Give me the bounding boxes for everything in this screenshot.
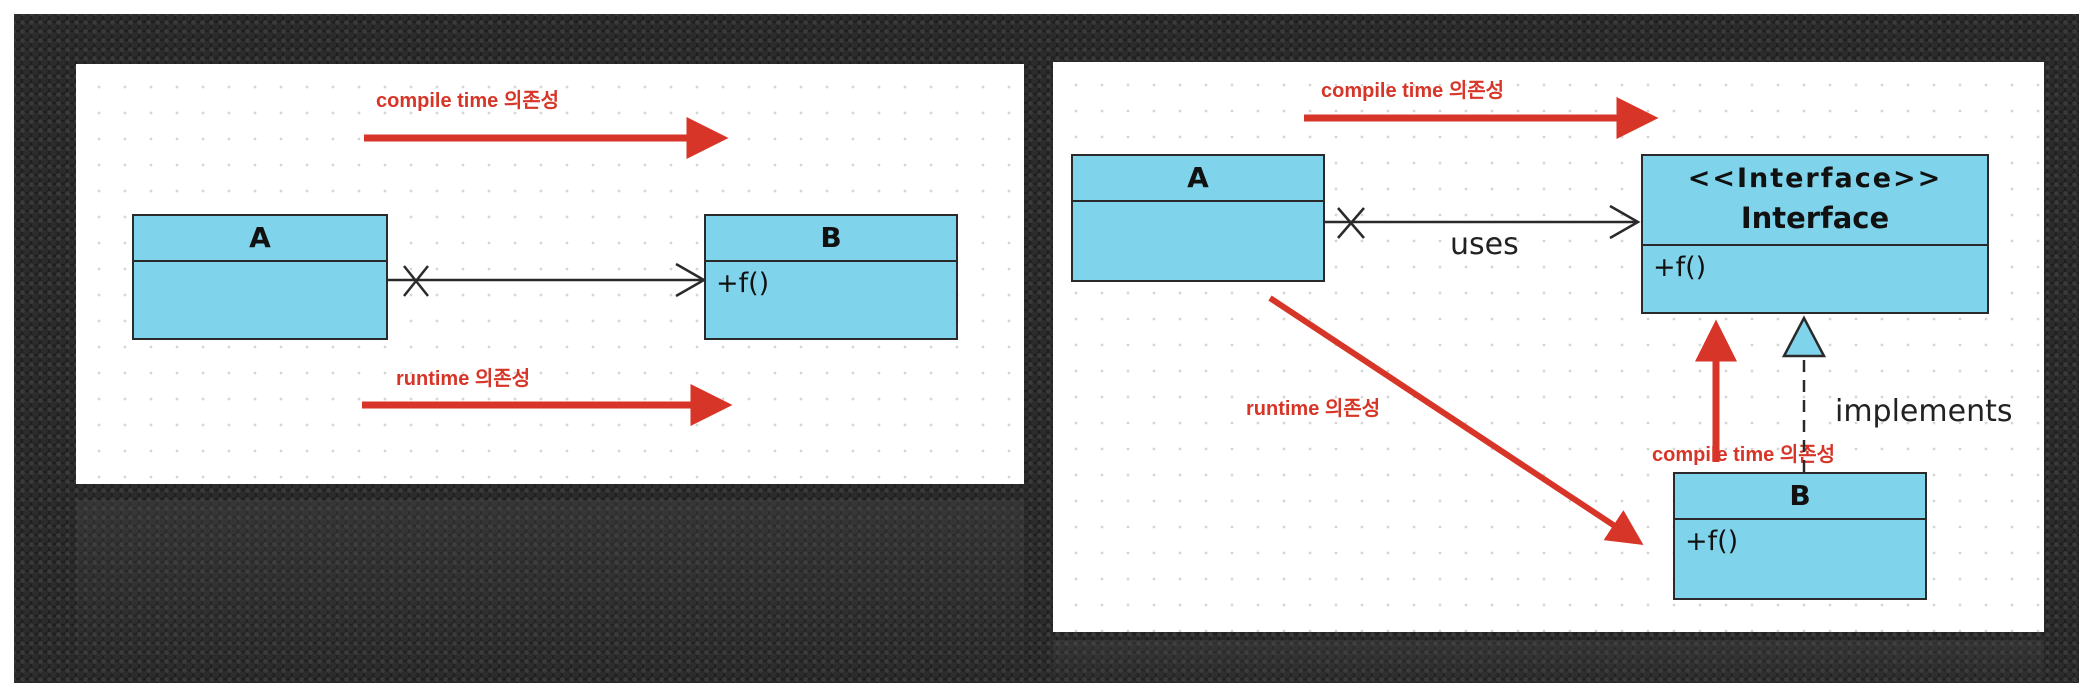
uses-association bbox=[1325, 204, 1641, 240]
interface-name: Interface bbox=[1740, 201, 1890, 235]
interface-stereotype: <<Interface>> bbox=[1687, 163, 1943, 194]
right-panel-reflection bbox=[1053, 640, 2044, 690]
class-b-name-right: B bbox=[1675, 474, 1925, 520]
class-b-members: +f() bbox=[716, 268, 770, 299]
compile-time-label-top: compile time 의존성 bbox=[1321, 80, 1505, 102]
class-b-members-right: +f() bbox=[1685, 526, 1739, 557]
class-b-box[interactable]: B +f() bbox=[704, 214, 958, 340]
left-diagram-panel: compile time 의존성 runtime 의존성 A B +f() bbox=[76, 64, 1024, 484]
runtime-arrow-diag bbox=[1268, 295, 1644, 545]
right-diagram-panel: compile time 의존성 runtime 의존성 compile tim… bbox=[1053, 62, 2044, 632]
implements-realization bbox=[1781, 315, 1827, 472]
association-a-b bbox=[388, 262, 707, 298]
interface-box[interactable]: <<Interface>> Interface +f() bbox=[1641, 154, 1989, 314]
interface-members: +f() bbox=[1653, 252, 1707, 283]
compile-time-label-up: compile time 의존성 bbox=[1652, 444, 1836, 466]
class-a-box[interactable]: A bbox=[132, 214, 388, 340]
left-panel-reflection bbox=[76, 500, 1024, 680]
implements-label: implements bbox=[1835, 394, 2013, 429]
class-a-name: A bbox=[134, 216, 386, 262]
class-a-box-right[interactable]: A bbox=[1071, 154, 1325, 282]
interface-header: <<Interface>> Interface bbox=[1643, 156, 1987, 246]
runtime-label: runtime 의존성 bbox=[396, 368, 531, 390]
class-b-box-right[interactable]: B +f() bbox=[1673, 472, 1927, 600]
class-b-name: B bbox=[706, 216, 956, 262]
compile-time-label: compile time 의존성 bbox=[376, 90, 560, 112]
uses-label: uses bbox=[1450, 227, 1519, 262]
runtime-label-diag: runtime 의존성 bbox=[1246, 398, 1381, 420]
class-a-name-right: A bbox=[1073, 156, 1323, 202]
